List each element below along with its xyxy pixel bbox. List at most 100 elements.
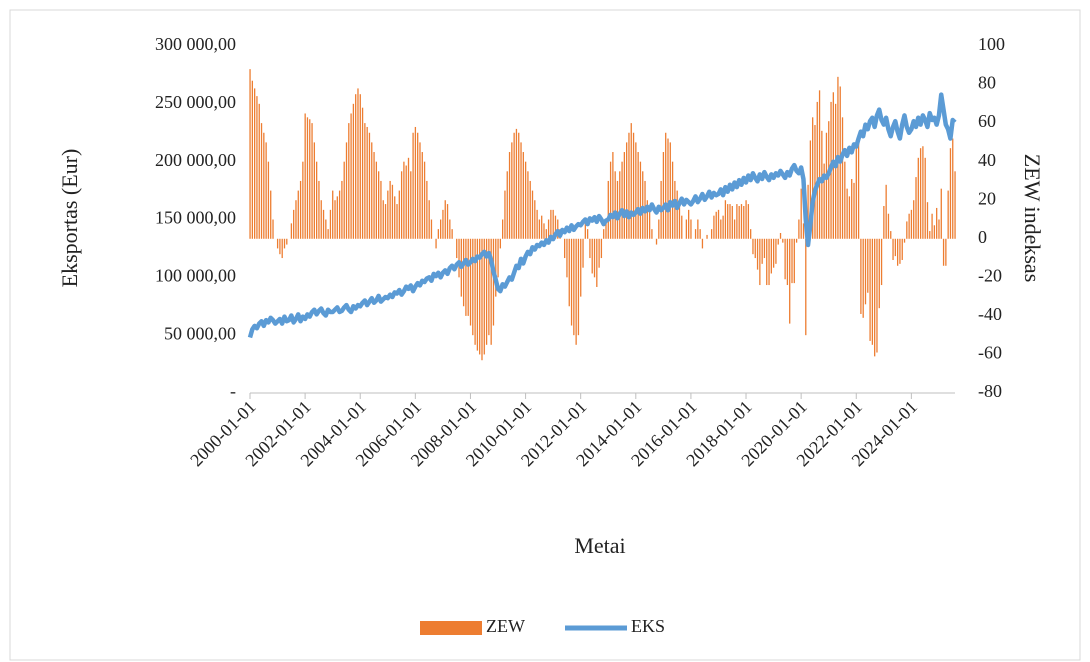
y2-tick-label: 100 xyxy=(978,34,1005,54)
bar xyxy=(929,231,931,239)
bar xyxy=(350,113,352,239)
bar xyxy=(541,215,543,239)
bar xyxy=(315,161,318,239)
bar xyxy=(322,209,325,239)
bar xyxy=(286,238,288,245)
bar xyxy=(410,171,412,239)
bar xyxy=(697,219,699,239)
bar xyxy=(444,200,446,239)
plot xyxy=(247,69,957,361)
bar xyxy=(713,215,715,239)
bar xyxy=(508,152,511,239)
bar xyxy=(524,161,527,239)
bar xyxy=(892,238,894,260)
bar xyxy=(384,204,387,239)
bar xyxy=(846,188,848,239)
bar xyxy=(612,152,614,239)
bar xyxy=(465,238,467,316)
x-axis-label: Metai xyxy=(574,533,625,558)
bar xyxy=(338,190,341,239)
bar xyxy=(568,238,570,307)
bar xyxy=(451,229,453,239)
bar xyxy=(430,219,433,239)
bar xyxy=(364,123,366,239)
y2-tick-label: -80 xyxy=(978,381,1002,401)
bar xyxy=(642,171,644,239)
bar xyxy=(945,238,947,266)
bar xyxy=(368,132,371,239)
bar xyxy=(851,179,853,239)
bar xyxy=(779,232,782,239)
bar xyxy=(281,238,283,259)
legend-label: ZEW xyxy=(486,616,525,636)
bar xyxy=(818,90,821,239)
bar xyxy=(515,128,518,239)
bar xyxy=(566,238,568,278)
bar xyxy=(931,213,933,239)
bar xyxy=(476,238,479,351)
bar xyxy=(440,219,442,239)
bar xyxy=(874,238,876,357)
bar xyxy=(667,138,669,239)
bar xyxy=(263,132,265,239)
bar xyxy=(419,142,421,239)
bar xyxy=(336,196,338,239)
bar xyxy=(952,138,954,239)
bar xyxy=(743,206,745,239)
y2-tick-label: 0 xyxy=(978,227,987,247)
bar xyxy=(513,132,515,239)
bar xyxy=(345,142,348,239)
bar xyxy=(747,204,750,239)
y-tick-label: 300 000,00 xyxy=(155,34,236,54)
bar xyxy=(297,190,299,239)
bar xyxy=(639,161,642,239)
bar xyxy=(389,180,391,239)
bar xyxy=(766,238,768,286)
legend-swatch xyxy=(420,621,482,635)
bar xyxy=(391,184,394,239)
bar xyxy=(260,123,263,239)
bar xyxy=(736,204,738,239)
legend-label: EKS xyxy=(631,616,665,636)
bar xyxy=(789,238,791,324)
bar xyxy=(545,229,547,239)
bar xyxy=(396,204,398,239)
bar xyxy=(332,190,334,239)
bar xyxy=(936,207,938,239)
bar xyxy=(502,219,504,239)
bar xyxy=(570,238,573,326)
bar xyxy=(860,238,862,314)
bar xyxy=(761,238,763,264)
bar xyxy=(423,161,426,239)
bar xyxy=(626,142,628,239)
bar xyxy=(387,190,389,239)
bar xyxy=(609,161,612,239)
bar xyxy=(754,238,756,259)
bar xyxy=(669,142,671,239)
bar xyxy=(919,148,922,239)
bar xyxy=(791,238,793,284)
bar xyxy=(421,152,423,239)
bar xyxy=(933,225,936,239)
bar xyxy=(270,190,272,239)
line xyxy=(247,92,957,339)
bar xyxy=(942,238,945,266)
bar xyxy=(518,132,520,239)
bar xyxy=(554,215,557,239)
bar xyxy=(926,202,929,239)
bar xyxy=(646,200,648,239)
bar xyxy=(715,211,717,239)
bar xyxy=(309,119,311,239)
bar xyxy=(855,140,857,239)
y-tick-label: - xyxy=(230,381,236,401)
bar xyxy=(313,142,315,239)
bar xyxy=(903,238,906,243)
bar xyxy=(681,215,683,239)
y2-tick-label: 20 xyxy=(978,188,996,208)
bar xyxy=(403,161,405,239)
bar xyxy=(573,238,575,336)
bar xyxy=(733,219,736,239)
bar xyxy=(878,238,880,309)
bar xyxy=(467,238,469,316)
